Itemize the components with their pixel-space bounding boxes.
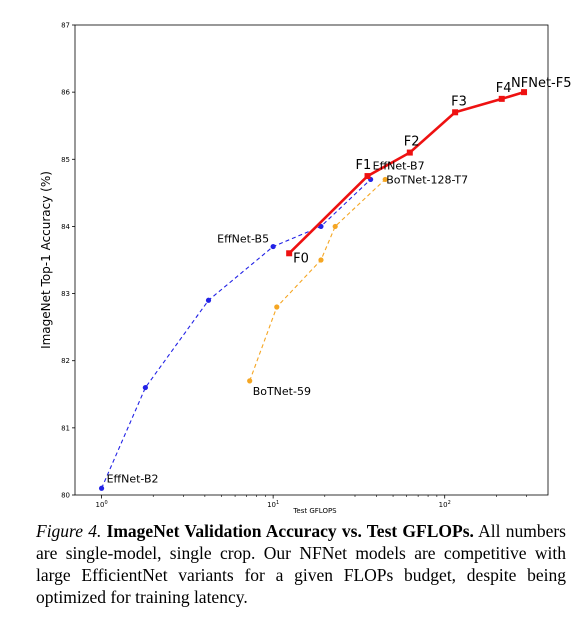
efficientnet-point <box>142 384 148 391</box>
caption-title: ImageNet Validation Accuracy vs. Test GF… <box>106 521 474 541</box>
point-label: EffNet-B2 <box>107 472 159 485</box>
y-tick-label: 82 <box>61 357 70 365</box>
point-label: BoTNet-128-T7 <box>386 173 468 186</box>
figure-caption: Figure 4. ImageNet Validation Accuracy v… <box>36 520 566 608</box>
efficientnet-point <box>318 223 324 230</box>
botnet-point <box>318 257 324 263</box>
point-label: F1 <box>356 158 372 173</box>
y-tick-label: 86 <box>61 89 70 97</box>
botnet-point <box>274 304 280 310</box>
efficientnet-point <box>270 243 276 250</box>
caption-body: All numbers are single-model, single cro… <box>36 521 566 607</box>
x-tick-label: 100 <box>96 500 108 509</box>
nfnet-point <box>521 89 528 96</box>
point-label: BoTNet-59 <box>253 385 311 398</box>
caption-figure-number: Figure 4. <box>36 521 102 541</box>
nfnet-point <box>498 95 505 102</box>
nfnet-point <box>286 250 293 257</box>
plot-area: 80 81 82 83 84 85 86 87 100 101 102 <box>61 22 549 509</box>
point-label: F2 <box>404 135 420 150</box>
nfnet-point <box>406 149 413 156</box>
y-tick-label: 80 <box>61 492 70 500</box>
botnet-point <box>382 176 388 183</box>
nfnet-point <box>452 109 459 116</box>
y-tick-label: 87 <box>61 22 70 30</box>
y-tick-label: 83 <box>61 290 70 298</box>
y-tick-label: 85 <box>61 156 70 164</box>
plot-frame <box>74 24 549 496</box>
point-label: F0 <box>293 251 309 266</box>
nfnet-series-line <box>288 90 525 255</box>
y-tick-label: 81 <box>61 424 70 432</box>
efficientnet-point <box>98 485 105 491</box>
y-axis-label: ImageNet Top-1 Accuracy (%) <box>39 171 53 349</box>
botnet-series-line <box>249 178 386 382</box>
x-tick-label: 102 <box>439 500 451 509</box>
point-label: F4 <box>496 81 512 96</box>
y-tick-label: 84 <box>61 223 70 231</box>
x-axis-label: Test GFLOPS <box>292 507 337 515</box>
efficientnet-point <box>205 297 212 303</box>
point-label: F3 <box>451 94 467 109</box>
x-tick-label: 101 <box>267 500 279 509</box>
point-label: EffNet-B5 <box>217 233 269 246</box>
botnet-point <box>247 378 253 384</box>
series-layer <box>98 89 528 491</box>
botnet-point <box>332 223 338 230</box>
point-labels-layer: EffNet-B2 EffNet-B5 EffNet-B7 BoTNet-59 BoTN… <box>107 76 572 485</box>
efficientnet-series-line <box>101 179 371 489</box>
point-label: EffNet-B7 <box>373 159 425 172</box>
nfnet-point <box>364 173 371 180</box>
point-label: NFNet-F5 <box>511 76 571 91</box>
